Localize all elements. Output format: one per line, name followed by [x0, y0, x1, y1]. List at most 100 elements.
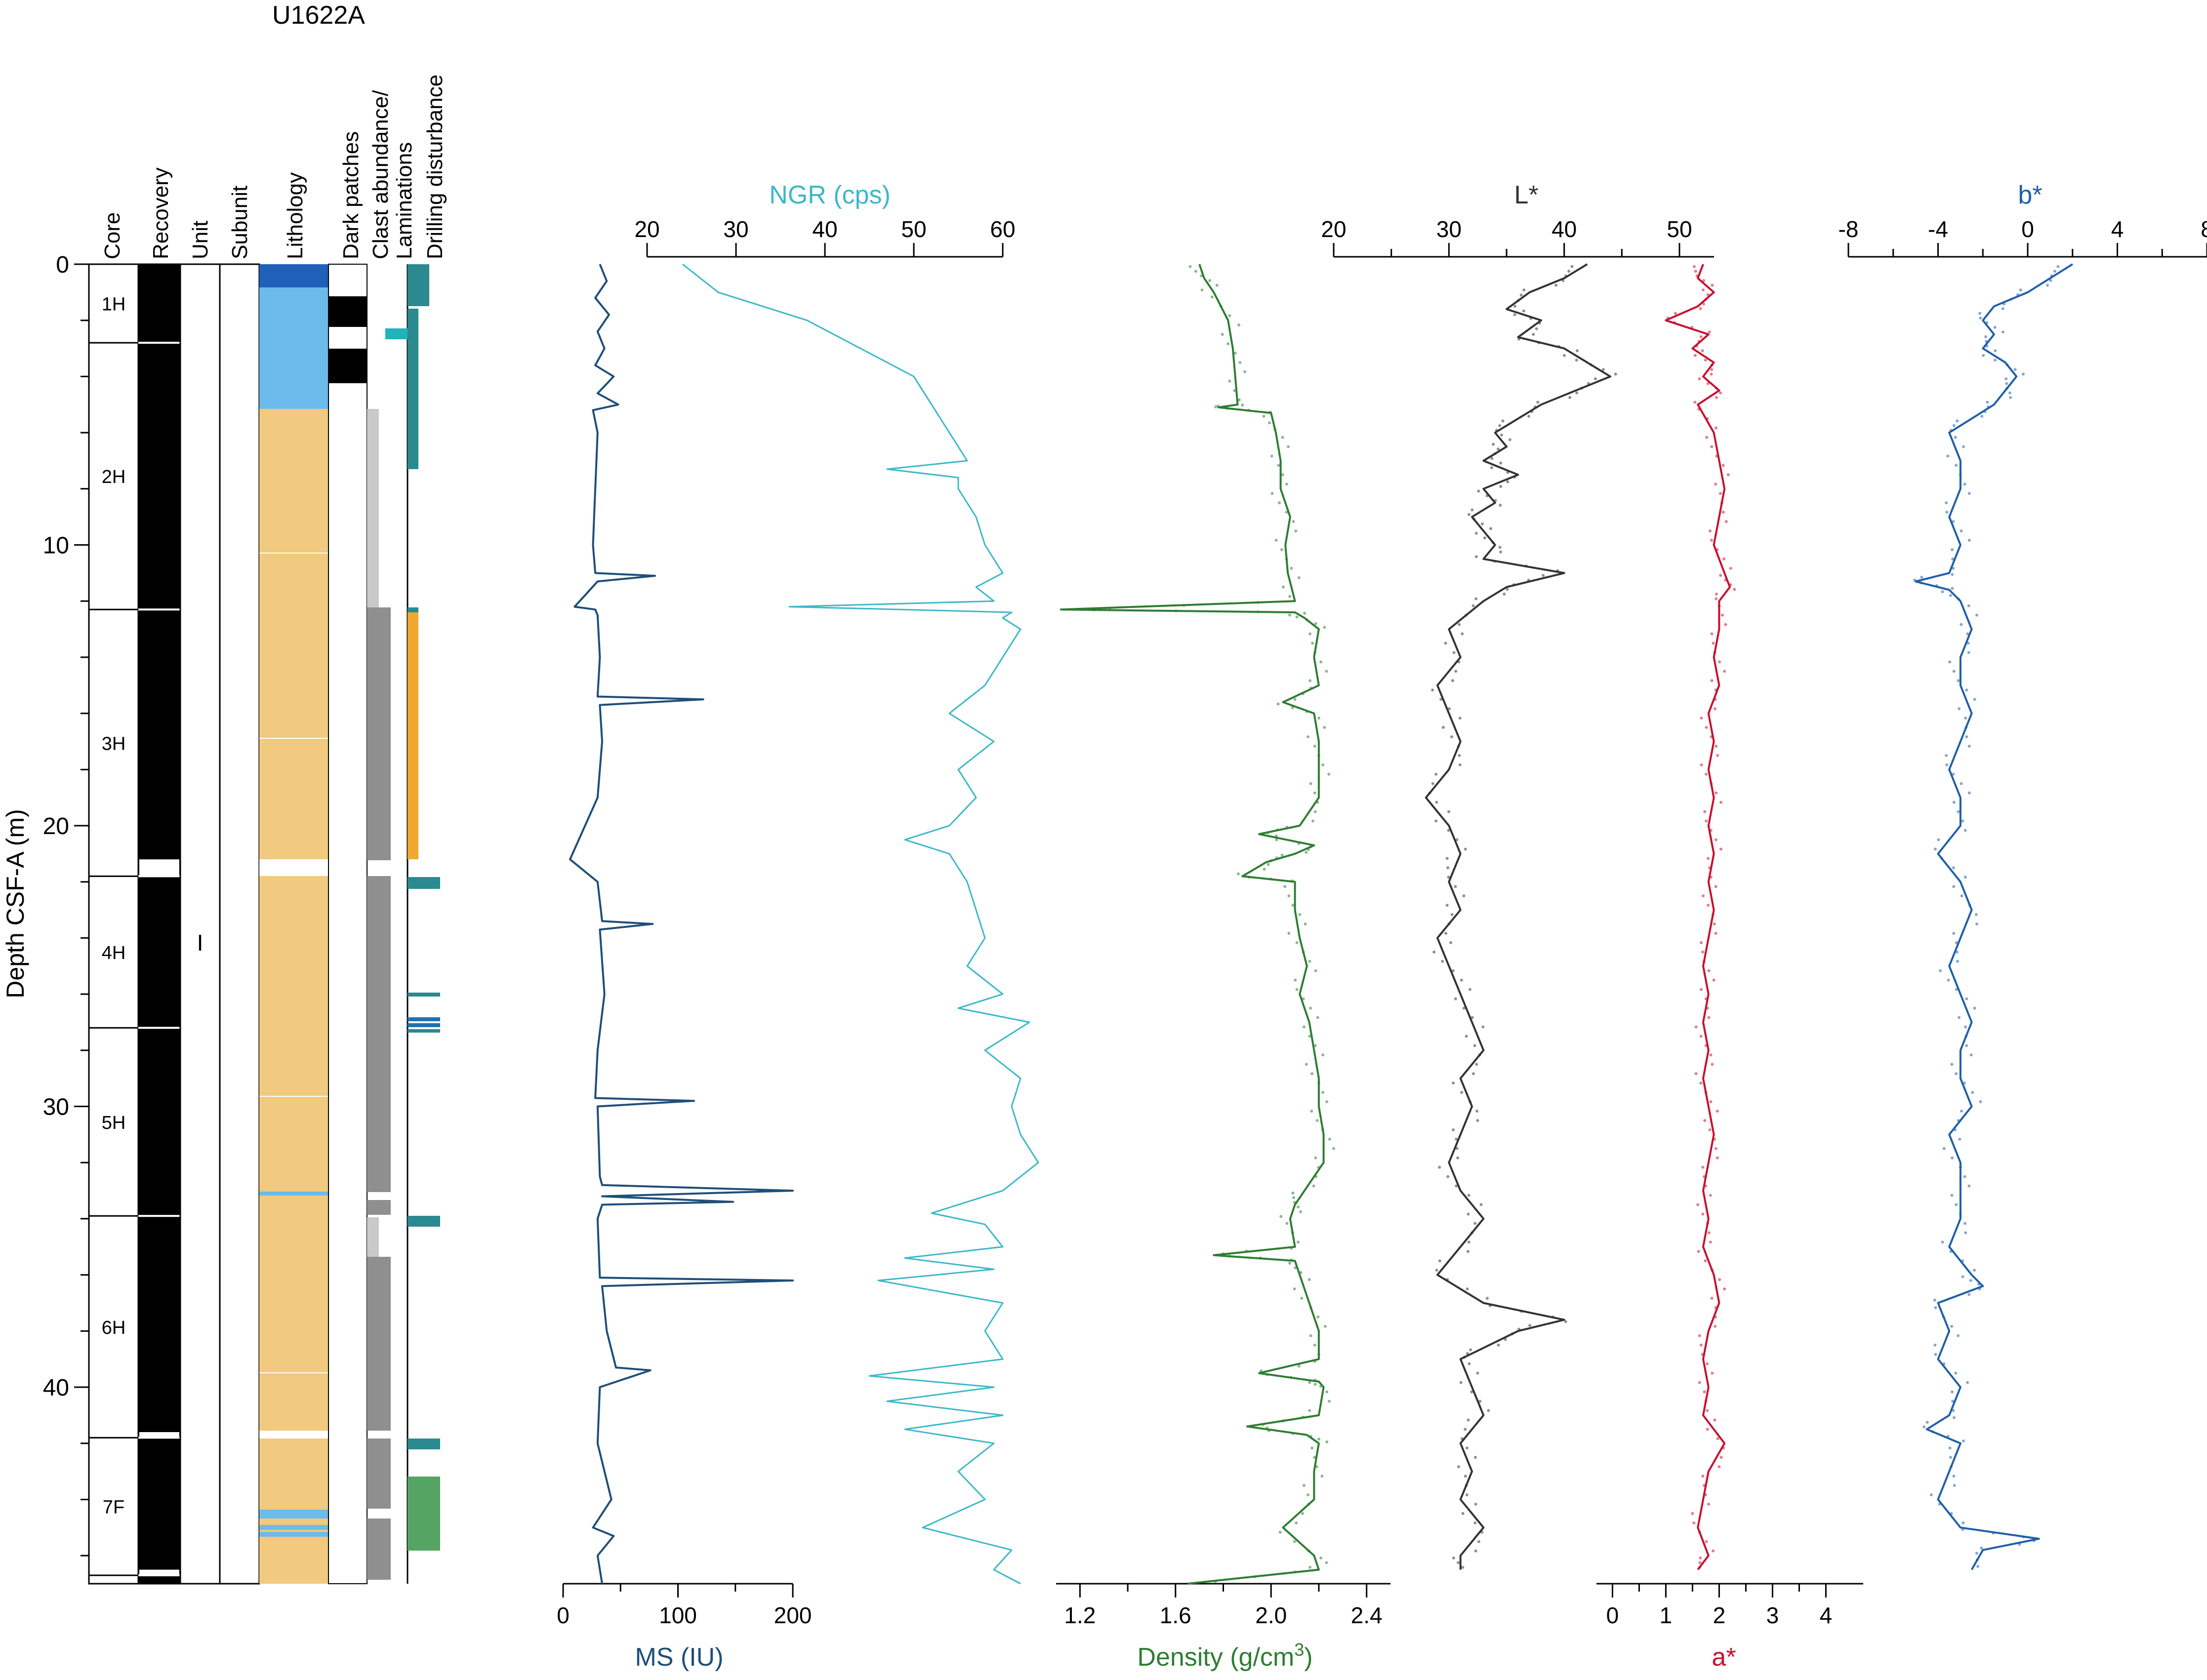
lstar-scatter-point [1452, 1556, 1455, 1560]
header-dark-patches: Dark patches [339, 131, 363, 259]
bstar-scatter-point [1920, 575, 1923, 579]
bstar-scatter-point [1955, 1072, 1958, 1076]
bstar-scatter-point [1954, 436, 1957, 439]
bstar-scatter-point [1951, 1390, 1954, 1394]
clast-light-1 [367, 409, 379, 607]
density-scatter-point [1323, 626, 1326, 629]
astar-scatter-point [1711, 283, 1714, 287]
bstar-scatter-point [1951, 548, 1954, 551]
bstar-tick-label: 4 [2111, 216, 2124, 242]
bstar-scatter-point [2001, 330, 2004, 334]
lstar-scatter-point [1462, 1006, 1466, 1010]
bstar-series-line [1915, 263, 2073, 1570]
lstar-scatter-point [1475, 1110, 1478, 1113]
bstar-scatter-point [1949, 1456, 1952, 1459]
bstar-scatter-point [1952, 520, 1955, 523]
bstar-scatter-point [1933, 1343, 1937, 1347]
lstar-scatter-point [1499, 485, 1503, 488]
lstar-scatter-point [1449, 941, 1452, 944]
astar-scatter-point [1733, 588, 1736, 591]
density-scatter-point [1298, 913, 1302, 917]
density-scatter-point [1317, 717, 1320, 720]
ngr-panel: 20 30 40 50 60 [634, 216, 1039, 1585]
bstar-scatter-point [1934, 1353, 1937, 1356]
astar-scatter-point [1699, 1035, 1703, 1038]
bstar-scatter-point [1963, 482, 1966, 486]
bstar-scatter-point [1961, 819, 1964, 823]
density-tick-label: 1.2 [1064, 1602, 1096, 1628]
lithology-section-lines [259, 553, 328, 1373]
recovery-column [137, 263, 181, 1585]
density-scatter-point [1241, 403, 1244, 407]
density-panel: 1.2 1.6 2.0 2.4 [1056, 264, 1390, 1628]
ngr-tick-label: 60 [990, 216, 1015, 242]
bstar-scatter-point [1952, 866, 1955, 870]
astar-scatter-point [1708, 330, 1711, 334]
lstar-scatter-point [1575, 359, 1578, 362]
lstar-scatter-point [1498, 424, 1502, 427]
lstar-scatter-point [1454, 670, 1458, 673]
astar-scatter-point [1698, 377, 1701, 381]
bstar-scatter-point [1969, 1053, 1973, 1057]
bstar-scatter-point [1933, 847, 1937, 851]
density-scatter-point [1237, 398, 1241, 401]
density-scatter-point [1325, 1440, 1329, 1443]
density-scatter-point [1288, 613, 1291, 617]
lstar-scatter-point [1532, 333, 1535, 336]
density-scatter-point [1302, 1484, 1306, 1487]
density-scatter-point [1278, 1530, 1282, 1534]
bstar-scatter-point [1953, 1416, 1956, 1419]
depth-tick-label: 0 [56, 252, 69, 278]
astar-scatter-point [1710, 368, 1714, 371]
bstar-scatter-point [1955, 464, 1958, 467]
bstar-scatter-point [1960, 782, 1963, 785]
disturbance-6 [408, 877, 440, 889]
astar-scatter-point [1705, 436, 1709, 439]
lithology-gap-2 [259, 1431, 328, 1439]
astar-scatter-point [1705, 819, 1708, 823]
density-scatter-point [1295, 988, 1299, 991]
lstar-scatter-point [1452, 1081, 1455, 1085]
bstar-scatter-point [1954, 1371, 1958, 1375]
header-core: Core [100, 212, 124, 259]
bstar-scatter-point [1993, 325, 1997, 329]
astar-panel: 0 1 2 3 4 [1596, 264, 1863, 1628]
ngr-tick-label: 30 [723, 216, 748, 242]
bstar-scatter-point [1952, 566, 1955, 570]
ngr-tick-label: 20 [634, 216, 659, 242]
lstar-scatter-point [1467, 1240, 1471, 1244]
lstar-scatter-point [1476, 1371, 1479, 1375]
astar-scatter-point [1699, 1343, 1703, 1347]
clast-dark-6 [367, 1519, 391, 1580]
lstar-scatter-point [1467, 1212, 1470, 1216]
lstar-scatter-point [1471, 508, 1474, 512]
lstar-scatter-point [1466, 1352, 1469, 1355]
density-scatter-point [1267, 863, 1270, 866]
lstar-scatter-point [1570, 265, 1574, 268]
density-scatter-point [1228, 379, 1231, 383]
lstar-scatter-point [1477, 1540, 1480, 1543]
bstar-scatter-point [1951, 1156, 1954, 1160]
bstar-scatter-point [1955, 950, 1959, 954]
recovery-gap [139, 859, 179, 877]
bstar-scatter-point [1964, 1025, 1967, 1029]
bstar-scatter-point [1969, 1279, 1972, 1282]
bstar-scatter-point [1978, 312, 1982, 315]
bstar-scatter-point [1946, 454, 1950, 458]
astar-scatter-point [1674, 312, 1677, 315]
lstar-scatter-point [1458, 754, 1461, 757]
bstar-scatter-point [1950, 1324, 1954, 1328]
bstar-scatter-point [1942, 1147, 1946, 1150]
bstar-scatter-point [2053, 270, 2056, 273]
lstar-scatter-point [1471, 1016, 1474, 1019]
unit-column [179, 263, 221, 1585]
depth-tick-label: 20 [43, 813, 69, 840]
lstar-scatter-point [1471, 1072, 1475, 1076]
lstar-scatter-point [1492, 442, 1495, 446]
density-scatter-point [1313, 1383, 1317, 1386]
lstar-scatter-point [1474, 555, 1478, 559]
bstar-scatter-point [1945, 511, 1949, 514]
density-scatter-point [1319, 1556, 1323, 1560]
recovery-gap [139, 1432, 179, 1438]
bstar-scatter-point [1994, 349, 1997, 353]
